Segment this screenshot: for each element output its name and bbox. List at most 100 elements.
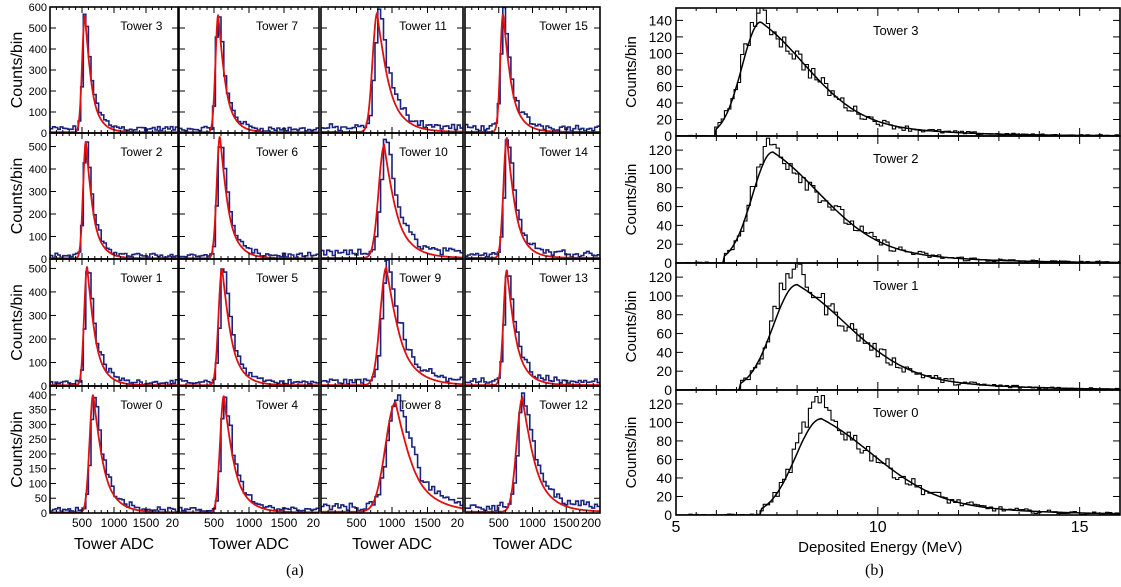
y-tick-label: 120 xyxy=(649,396,673,412)
fit-curve xyxy=(676,283,1120,390)
y-tick-label: 60 xyxy=(656,78,672,94)
tower-label: Tower 9 xyxy=(399,271,441,285)
tower-subplot-tower-4: Tower 4 xyxy=(178,385,320,514)
y-tick-label: 80 xyxy=(656,180,672,196)
adc-histogram xyxy=(465,275,600,386)
y-tick-label: 400 xyxy=(29,164,47,176)
y-tick-label: 500 xyxy=(29,263,47,275)
y-tick-label: 80 xyxy=(656,307,672,323)
tower-subplot-tower-8: Tower 8 xyxy=(320,385,464,514)
fit-curve xyxy=(465,269,600,386)
y-tick-label: 100 xyxy=(29,357,47,369)
y-axis-label: Counts/bin xyxy=(9,158,26,235)
adc-histogram xyxy=(179,396,319,513)
x-tick-label: 20 xyxy=(451,516,465,530)
panel-a: Tower 3 Tower 7 Tower 11 Tower 15 Tower 2 Tow… xyxy=(9,2,601,553)
subplot-frame xyxy=(320,385,464,514)
energy-histogram xyxy=(676,263,1120,390)
x-tick-label: 1500 xyxy=(553,516,580,530)
tower-label: Tower 1 xyxy=(873,278,919,293)
y-tick-label: 0 xyxy=(41,128,47,140)
tower-label: Tower 0 xyxy=(873,405,919,420)
y-tick-label: 200 xyxy=(29,86,47,98)
tower-label: Tower 4 xyxy=(256,398,298,412)
energy-subplot-tower-2: 0 20 40 60 80 100 120 Tower 2 Counts/bin xyxy=(623,135,1121,271)
y-tick-label: 40 xyxy=(656,344,672,360)
y-tick-label: 120 xyxy=(649,269,673,285)
y-tick-label: 0 xyxy=(664,507,672,523)
y-tick-label: 350 xyxy=(29,405,47,417)
x-tick-label: 500 xyxy=(72,516,92,530)
adc-histogram xyxy=(50,141,178,259)
fit-curve xyxy=(676,21,1120,136)
y-tick-label: 0 xyxy=(41,508,47,520)
y-tick-label: 200 xyxy=(29,209,47,221)
y-tick-label: 300 xyxy=(29,187,47,199)
adc-histogram xyxy=(321,394,463,513)
x-tick-label: 1000 xyxy=(101,516,128,530)
energy-subplot-tower-0: 0 20 40 60 80 100 120 Tower 0 Counts/bin xyxy=(623,389,1121,523)
y-tick-label: 100 xyxy=(29,478,47,490)
tower-subplot-tower-5: Tower 5 xyxy=(178,258,320,387)
y-tick-label: 20 xyxy=(656,111,672,127)
fit-curve xyxy=(321,143,463,259)
y-tick-label: 0 xyxy=(664,255,672,271)
x-tick-label: 15 xyxy=(1071,519,1089,536)
y-tick-label: 500 xyxy=(29,23,47,35)
tower-label: Tower 5 xyxy=(256,271,298,285)
adc-histogram xyxy=(321,259,463,386)
tower-label: Tower 15 xyxy=(539,19,588,33)
y-tick-label: 40 xyxy=(656,470,672,486)
adc-histogram xyxy=(179,146,319,259)
tower-label: Tower 13 xyxy=(539,271,588,285)
x-tick-label: 500 xyxy=(346,516,366,530)
fit-curve xyxy=(465,137,600,259)
y-tick-label: 400 xyxy=(29,44,47,56)
tower-label: Tower 14 xyxy=(539,145,588,159)
x-axis-label: Tower ADC xyxy=(74,536,154,553)
x-axis-label: Tower ADC xyxy=(492,536,572,553)
tower-subplot-tower-11: Tower 11 xyxy=(320,6,464,134)
adc-histogram xyxy=(50,271,178,386)
adc-histogram xyxy=(465,392,600,513)
y-tick-label: 100 xyxy=(649,45,673,61)
y-tick-label: 300 xyxy=(29,310,47,322)
y-tick-label: 200 xyxy=(29,449,47,461)
tower-label: Tower 2 xyxy=(120,145,162,159)
x-axis-label: Tower ADC xyxy=(209,536,289,553)
y-tick-label: 500 xyxy=(29,142,47,154)
tower-label: Tower 3 xyxy=(873,23,919,38)
y-tick-label: 400 xyxy=(29,287,47,299)
y-tick-label: 100 xyxy=(649,414,673,430)
y-tick-label: 20 xyxy=(656,488,672,504)
x-tick-label: 500 xyxy=(204,516,224,530)
adc-histogram xyxy=(465,139,600,259)
y-tick-label: 150 xyxy=(29,464,47,476)
tower-subplot-tower-12: Tower 12 xyxy=(464,385,601,514)
tower-subplot-tower-0: Tower 0 xyxy=(49,385,179,514)
x-tick-label: 1000 xyxy=(379,516,406,530)
tower-label: Tower 10 xyxy=(399,145,448,159)
panel-b-label: (b) xyxy=(865,562,884,579)
panel-a-label: (a) xyxy=(286,562,304,579)
y-tick-label: 40 xyxy=(656,95,672,111)
y-tick-label: 140 xyxy=(649,12,673,28)
tower-subplot-tower-15: Tower 15 xyxy=(464,6,601,134)
y-tick-label: 200 xyxy=(29,334,47,346)
x-axis-label: Tower ADC xyxy=(352,536,432,553)
adc-histogram xyxy=(179,16,319,133)
y-tick-label: 400 xyxy=(29,390,47,402)
adc-histogram xyxy=(321,8,463,133)
adc-histogram xyxy=(465,7,600,133)
y-tick-label: 120 xyxy=(649,29,673,45)
adc-histogram xyxy=(179,268,319,386)
adc-histogram xyxy=(50,13,178,133)
y-tick-label: 0 xyxy=(664,382,672,398)
y-axis-label: Counts/bin xyxy=(9,411,26,488)
tower-subplot-tower-13: Tower 13 xyxy=(464,258,601,387)
adc-histogram xyxy=(50,396,178,513)
tower-subplot-tower-3: Tower 3 xyxy=(49,6,179,134)
y-tick-label: 600 xyxy=(29,2,47,14)
